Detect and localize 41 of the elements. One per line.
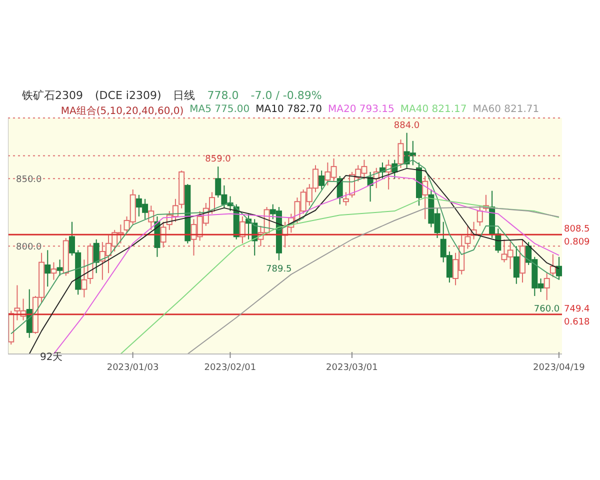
candlestick [544,272,550,301]
candlestick [56,259,63,276]
y-tick-label: 800.0 [16,242,42,252]
line-series [187,206,560,354]
candlestick [513,246,520,284]
text: MA40 821.17 [400,104,467,117]
candlestick [556,256,562,280]
candlestick [93,238,100,274]
text: 0.618 [564,317,590,328]
x-tick-label: 2023/02/01 [204,363,256,373]
candlestick [476,205,483,226]
candlestick [81,259,88,298]
ref-line-label: 808.5 [564,224,590,235]
candlestick [50,262,57,280]
x-tick-label: 2023/01/03 [106,363,159,373]
text: MA10 782.70 [256,104,322,117]
x-tick-label: 2023/04/19 [533,363,586,373]
candlestick [342,192,349,206]
annotation: 760.0 [534,304,560,314]
text: 0.809 [564,238,590,248]
text: MA组合(5,10,20,40,60,0) [60,105,184,118]
text: MA5 775.00 [190,104,250,117]
y-tick-label: 850.0 [16,174,42,185]
candlestick [318,170,325,190]
text: -7.0 / -0.89% [250,88,322,102]
text: 日线 [173,88,196,102]
line-series [120,197,560,354]
x-tick-label: 2023/03/01 [326,363,378,373]
ref-line-label: 749.4 [564,304,590,314]
text: 778.0 [207,88,239,102]
chart-title: 铁矿石2309 [22,88,83,102]
annotation: 789.5 [266,264,292,275]
annotation: 92天 [40,351,63,364]
text: MA20 793.15 [328,104,394,117]
candlestick [550,254,556,278]
text: (DCE i2309) [95,88,162,102]
annotation: 859.0 [205,154,232,165]
candlestick [44,250,51,288]
text: MA60 821.71 [472,104,540,117]
annotation: 884.0 [394,120,420,131]
candlestick [148,205,154,230]
